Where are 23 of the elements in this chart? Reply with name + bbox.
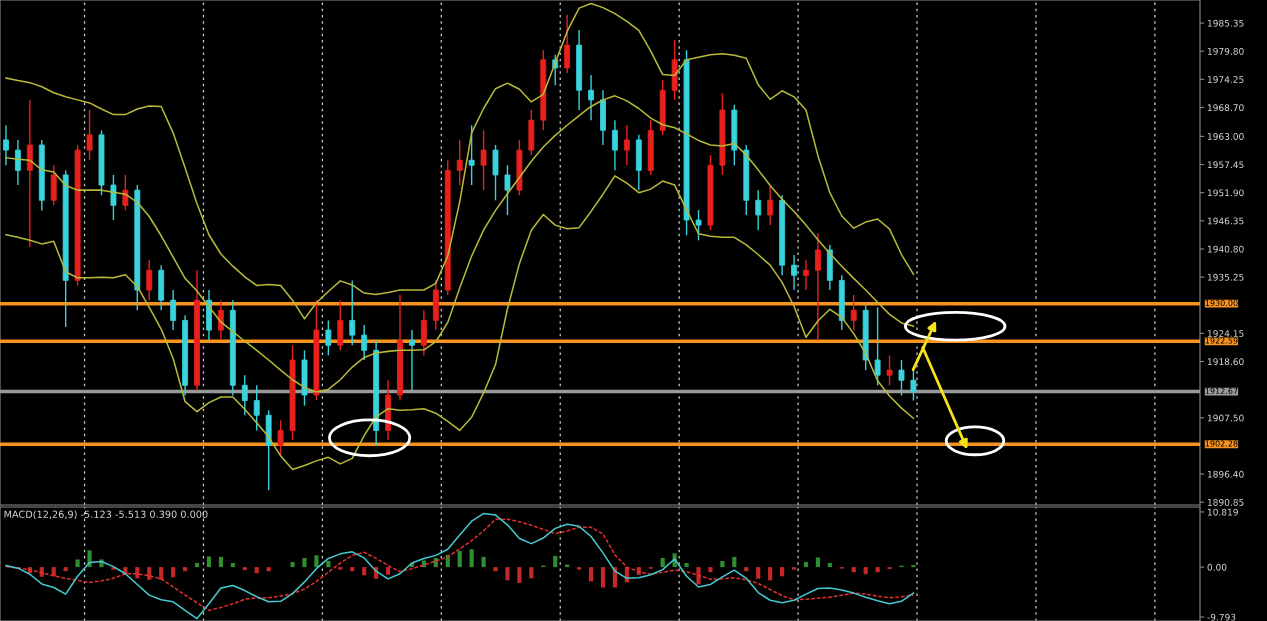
ref-line-label: 1922.59: [1205, 337, 1238, 344]
y-tick-label: 1963.00: [1207, 133, 1244, 140]
y-tick-label: 1951.90: [1207, 189, 1244, 197]
y-tick-label: -9.793: [1207, 613, 1236, 621]
ref-line-label: 1930.00: [1205, 299, 1238, 307]
y-tick-label: 1918.60: [1207, 358, 1244, 366]
ref-line-label: 1902.28: [1205, 440, 1238, 447]
y-tick-label: 10.819: [1207, 508, 1238, 516]
y-tick-label: 1896.40: [1207, 470, 1244, 478]
y-tick-label: 0.00: [1207, 563, 1227, 571]
y-tick-label: 1985.35: [1207, 19, 1244, 27]
annotation: MACD(12,26,9) -5.123 -5.513 0.390 0.000: [4, 510, 208, 520]
y-tick-label: 1946.35: [1207, 217, 1244, 225]
y-tick-label: 1940.80: [1207, 245, 1244, 253]
y-tick-label: 1968.70: [1207, 104, 1244, 112]
y-tick-label: 1979.80: [1207, 47, 1244, 55]
y-tick-label: 1924.15: [1207, 330, 1244, 337]
y-tick-label: 1974.25: [1207, 76, 1244, 83]
y-tick-label: 1907.50: [1207, 414, 1244, 422]
y-tick-label: 1935.25: [1207, 273, 1244, 281]
ref-line-label: 1912.67: [1205, 387, 1238, 394]
y-tick-label: 1890.85: [1207, 498, 1244, 506]
y-tick-label: 1957.45: [1207, 161, 1244, 169]
